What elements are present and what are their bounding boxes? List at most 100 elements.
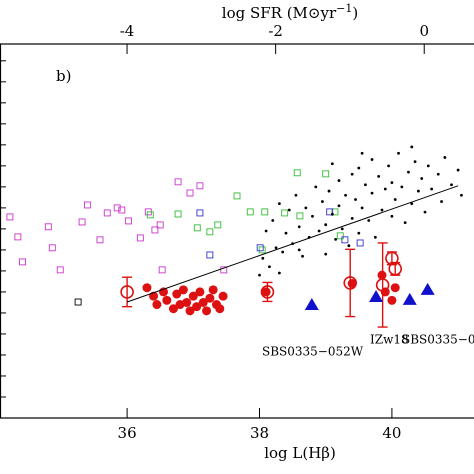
point xyxy=(304,206,308,210)
point xyxy=(206,228,214,236)
point xyxy=(188,291,198,301)
point xyxy=(174,210,182,218)
point xyxy=(158,266,166,274)
panel-label: b) xyxy=(56,67,71,85)
point xyxy=(364,183,367,187)
annotation: IZw18 xyxy=(370,333,409,347)
point xyxy=(174,178,182,186)
point xyxy=(370,158,374,161)
point xyxy=(103,209,111,217)
point xyxy=(185,306,195,316)
point xyxy=(56,266,64,274)
point xyxy=(74,298,82,306)
point xyxy=(383,187,387,191)
point xyxy=(387,164,391,168)
point xyxy=(83,201,91,209)
point xyxy=(196,182,204,190)
point xyxy=(436,172,440,176)
point xyxy=(402,292,417,305)
point xyxy=(317,229,321,233)
x2-tick-label: -4 xyxy=(120,22,135,40)
point xyxy=(341,236,349,244)
point xyxy=(297,248,301,252)
plot-frame xyxy=(0,43,474,419)
point xyxy=(350,172,354,176)
point xyxy=(390,181,394,185)
point xyxy=(277,271,281,275)
point xyxy=(420,282,435,295)
point xyxy=(330,162,334,166)
point xyxy=(331,208,339,216)
point xyxy=(260,285,275,299)
point xyxy=(113,204,121,212)
point xyxy=(19,258,26,266)
point xyxy=(375,278,390,292)
x2-label-end: ) xyxy=(352,4,358,22)
point xyxy=(370,191,374,195)
point xyxy=(460,193,463,197)
point xyxy=(136,234,144,242)
point xyxy=(403,221,407,224)
point xyxy=(44,223,52,231)
point xyxy=(261,256,265,260)
point xyxy=(48,244,56,252)
point xyxy=(6,213,14,221)
point xyxy=(410,202,414,206)
point xyxy=(78,218,86,226)
point xyxy=(344,193,347,197)
point xyxy=(256,244,264,252)
point xyxy=(390,283,400,293)
point xyxy=(261,287,271,297)
point xyxy=(390,214,394,218)
point xyxy=(214,221,222,229)
point xyxy=(124,217,132,225)
point xyxy=(347,244,351,248)
point xyxy=(423,210,427,214)
point xyxy=(205,293,215,303)
point xyxy=(220,266,228,274)
point xyxy=(327,189,331,193)
point xyxy=(377,174,381,178)
point xyxy=(330,212,334,216)
point xyxy=(369,289,384,302)
fit-line xyxy=(126,185,459,303)
point xyxy=(314,185,318,189)
point xyxy=(152,300,162,310)
point xyxy=(193,224,201,232)
point xyxy=(334,238,338,241)
point xyxy=(281,250,285,254)
point xyxy=(218,291,228,301)
point xyxy=(192,302,202,312)
point xyxy=(156,221,164,229)
x2-axis-label: log SFR (M⊙yr−1) xyxy=(222,2,358,22)
point xyxy=(324,223,328,227)
point xyxy=(343,276,358,290)
point xyxy=(387,295,397,305)
point xyxy=(367,219,371,222)
x2-tick-label: 0 xyxy=(419,22,429,40)
x-axis-label: log L(Hβ) xyxy=(264,444,336,462)
point xyxy=(118,206,126,214)
point xyxy=(297,225,301,229)
point xyxy=(393,198,397,201)
point xyxy=(195,287,205,297)
point xyxy=(186,189,194,197)
point xyxy=(324,252,328,256)
point xyxy=(357,231,361,235)
point xyxy=(246,208,254,216)
x-tick-label: 38 xyxy=(250,424,269,442)
point xyxy=(296,212,304,220)
point xyxy=(304,297,319,310)
x-tick-label: 40 xyxy=(382,424,401,442)
point xyxy=(162,295,172,305)
point xyxy=(356,239,364,247)
point xyxy=(400,185,404,189)
point xyxy=(258,246,266,254)
point xyxy=(443,156,447,159)
point xyxy=(337,179,341,182)
point xyxy=(274,246,278,250)
point xyxy=(397,151,400,155)
point xyxy=(360,206,364,210)
point xyxy=(268,265,271,269)
